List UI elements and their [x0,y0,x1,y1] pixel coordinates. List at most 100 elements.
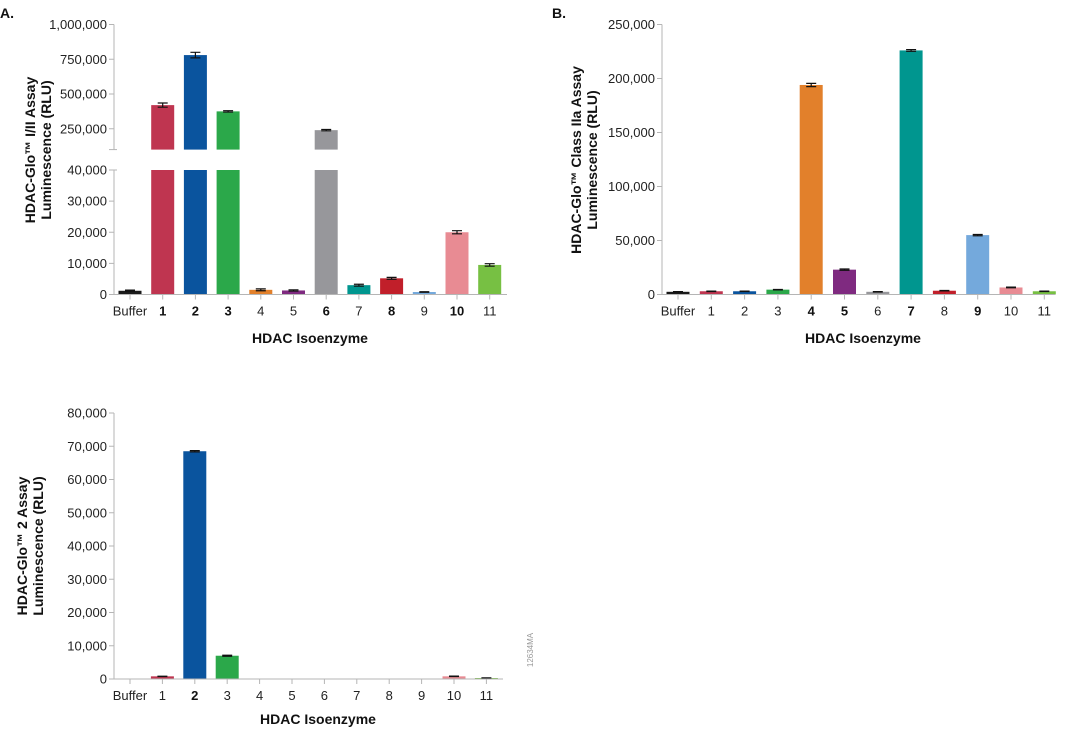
bar-4 [799,84,823,295]
x-tick-label: 7 [907,304,914,319]
error-bar [484,263,495,267]
x-tick-label: 8 [386,688,393,703]
y-tick-label: 20,000 [67,605,107,620]
bar-5 [833,269,856,295]
bar-9 [966,235,990,295]
y-tick-label: 0 [100,672,107,687]
error-bar [223,110,234,113]
bar-9 [412,292,436,295]
y-tick-label: 200,000 [608,71,655,86]
error-bar [353,283,364,287]
error-bar [190,51,201,59]
x-tick-label: 10 [450,304,464,319]
x-tick-label: 10 [447,688,461,703]
x-tick-label: 11 [480,688,494,703]
error-bar [972,233,983,237]
error-bar [321,128,332,132]
x-tick-label: Buffer [113,304,148,319]
error-bar [452,230,462,235]
x-tick-label: 6 [874,304,881,319]
x-tick-label: 5 [841,304,848,319]
x-tick-label: 9 [421,304,428,319]
bar-3 [766,289,790,295]
x-tick-label: 11 [483,304,497,319]
x-tick-label: 5 [288,688,295,703]
panel-label: B. [552,5,566,21]
x-tick-label: 9 [974,304,981,319]
y-tick-label: 40,000 [67,539,107,554]
x-tick-label: 6 [321,688,328,703]
y-tick-label: 500,000 [60,87,107,102]
y-axis-title: Luminescence (RLU) [38,80,54,219]
x-axis-title: HDAC Isoenzyme [252,330,368,346]
x-tick-label: 3 [774,304,781,319]
x-tick-label: Buffer [661,304,696,319]
x-tick-label: 11 [1038,304,1052,319]
y-tick-label: 150,000 [608,125,655,140]
x-tick-label: 2 [192,304,199,319]
error-bar [157,102,168,108]
bar-1 [699,291,723,295]
y-tick-label: 50,000 [615,233,655,248]
bar-10 [999,287,1023,295]
y-tick-label: 30,000 [67,194,107,209]
y-tick-label: 40,000 [67,163,107,178]
y-tick-label: 0 [100,287,107,302]
bar-8 [380,278,404,295]
x-tick-label: 4 [256,688,263,703]
error-bar [419,291,430,293]
x-tick-label: 7 [355,304,362,319]
bar-11 [478,264,502,295]
x-tick-label: 1 [159,304,166,319]
bar-6-lower [314,170,338,295]
y-tick-label: 80,000 [67,406,107,421]
bar-7 [899,50,923,295]
bar-Buffer [118,290,142,295]
y-tick-label: 30,000 [67,572,107,587]
y-tick-label: 0 [648,287,655,302]
chart-2: B. 0 50,000 100,000 150,000 200,000 250,000 Buf… [552,5,1056,346]
y-tick-label: 10,000 [67,638,107,653]
y-tick-label: 250,000 [60,121,107,136]
x-tick-label: 3 [224,688,231,703]
x-tick-label: 6 [323,304,330,319]
y-axis-title: Luminescence (RLU) [584,90,600,229]
bar-1 [150,676,174,679]
y-axis-title: HDAC-Glo™ I/II Assay [22,77,38,224]
y-axis-title: Luminescence (RLU) [30,476,46,615]
error-bar [288,289,299,292]
y-tick-label: 250,000 [608,17,655,32]
bar-1-upper [151,105,175,150]
x-tick-label: 7 [353,688,360,703]
y-tick-label: 100,000 [608,179,655,194]
chart-1: A. 250,000 500,000 750,000 1,000,000 0 10,000 2… [0,5,507,346]
y-tick-label: 50,000 [67,505,107,520]
bar-10 [445,232,469,295]
bar-4 [249,289,273,295]
bar-5 [282,290,305,295]
error-bar [806,82,817,88]
x-tick-label: 4 [257,304,264,319]
error-bar [1006,286,1016,289]
y-axis-title: HDAC-Glo™ 2 Assay [14,476,30,615]
bar-1-lower [151,170,175,295]
bar-Buffer [666,291,690,295]
x-tick-label: 8 [941,304,948,319]
bar-3-lower [216,170,240,295]
x-tick-label: 2 [191,688,198,703]
y-tick-label: 20,000 [67,225,107,240]
error-bar [222,654,233,657]
y-tick-label: 10,000 [67,256,107,271]
y-tick-label: 70,000 [67,439,107,454]
x-axis-title: HDAC Isoenzyme [805,330,921,346]
bar-11 [1032,291,1056,295]
error-bar [906,48,917,52]
bar-3-upper [216,111,240,150]
x-tick-label: 9 [418,688,425,703]
bar-2 [733,291,757,295]
x-tick-label: 8 [388,304,395,319]
y-axis-title: HDAC-Glo™ Class IIa Assay [568,66,584,254]
bar-6-upper [314,130,338,150]
x-tick-label: 5 [290,304,297,319]
